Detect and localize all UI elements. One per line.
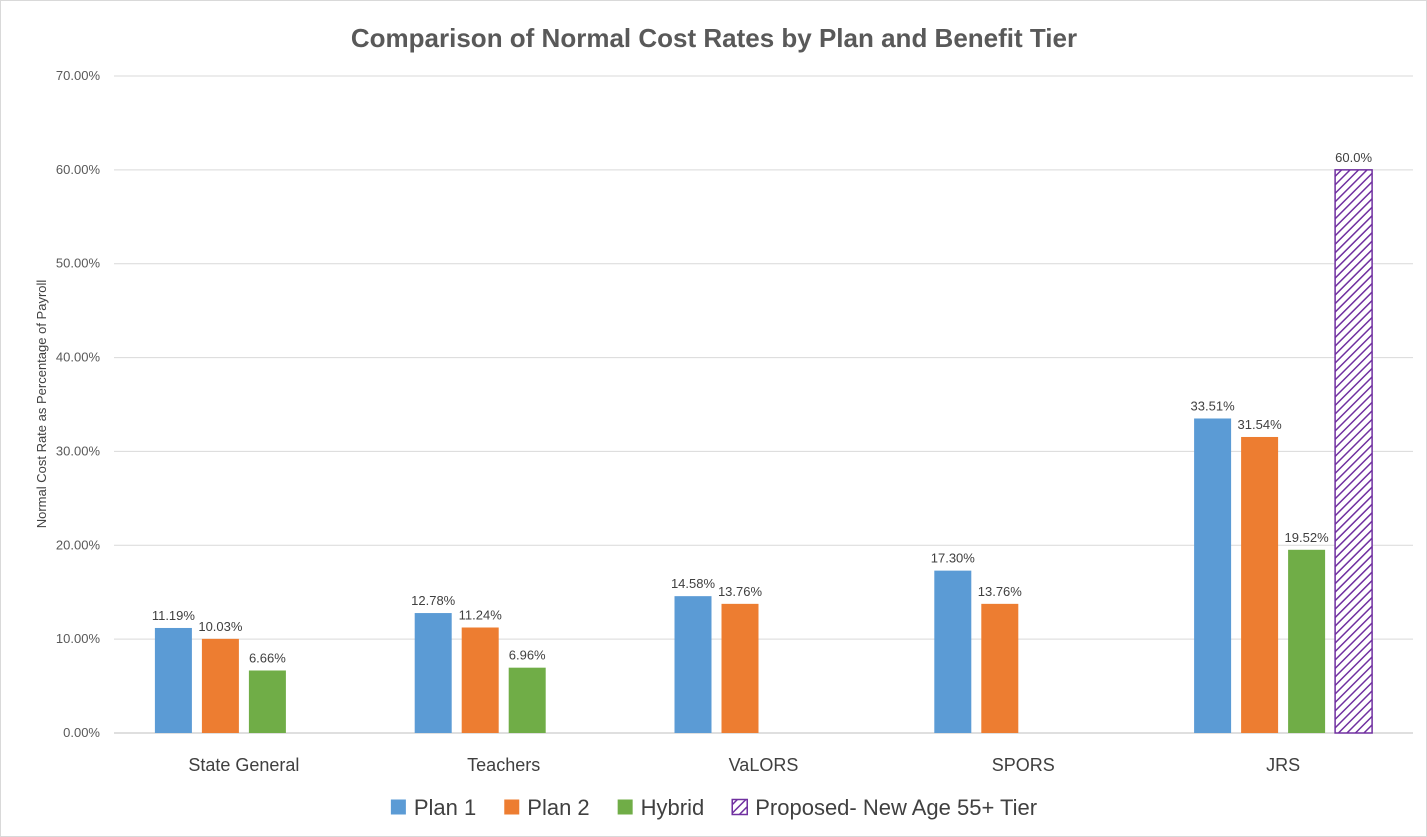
bar-plan-1-spors	[934, 570, 972, 733]
data-label: 33.51%	[1191, 398, 1236, 413]
data-label: 13.76%	[978, 584, 1023, 599]
bar-hybrid-jrs	[1288, 549, 1326, 733]
y-tick-label: 40.00%	[56, 350, 101, 365]
bar-plan-2-teachers	[461, 627, 499, 733]
x-tick-label: SPORS	[992, 755, 1055, 775]
data-labels: 11.19%10.03% 6.66% 12.78%11.24% 6.96% 14.58%…	[152, 150, 1373, 666]
x-tick-label: VaLORS	[729, 755, 799, 775]
y-tick-label: 70.00%	[56, 68, 101, 83]
legend-label: Hybrid	[641, 795, 705, 820]
data-label: 17.30%	[931, 551, 976, 566]
data-label: 19.52%	[1285, 530, 1330, 545]
bar-hybrid-teachers	[508, 667, 546, 733]
bar-plan-1-valors	[674, 596, 712, 733]
bar-plan-2-state-general	[201, 638, 239, 733]
bar-plan-1-teachers	[414, 613, 452, 733]
data-label: 13.76%	[718, 584, 763, 599]
legend-swatch	[731, 798, 748, 816]
data-label: 6.96%	[509, 648, 546, 663]
y-axis-label: Normal Cost Rate as Percentage of Payrol…	[34, 280, 49, 529]
bar-hybrid-state-general	[248, 670, 286, 733]
bar-plan-1-state-general	[154, 627, 192, 733]
y-tick-label: 0.00%	[63, 725, 100, 740]
x-tick-label: JRS	[1266, 755, 1300, 775]
x-tick-label: State General	[188, 755, 299, 775]
y-tick-label: 20.00%	[56, 537, 101, 552]
legend: Plan 1 Plan 2 Hybrid Proposed- New Age 55+ …	[390, 795, 1037, 820]
data-label: 11.24%	[459, 608, 503, 623]
legend-swatch	[390, 799, 406, 815]
x-tick-label: Teachers	[467, 755, 540, 775]
legend-swatch	[617, 799, 633, 815]
bar-plan-2-valors	[721, 603, 759, 733]
legend-label: Plan 1	[414, 795, 476, 820]
bar-plan-1-jrs	[1194, 418, 1232, 733]
y-tick-label: 50.00%	[56, 256, 101, 271]
bar-proposed-new-age-55-tier-jrs	[1334, 169, 1373, 734]
legend-swatch	[504, 799, 520, 815]
bar-plan-2-spors	[981, 603, 1019, 733]
data-label: 6.66%	[249, 650, 286, 665]
bars	[154, 169, 1373, 734]
x-axis-ticks: State General Teachers VaLORS SPORS JRS	[188, 755, 1300, 775]
bar-plan-2-jrs	[1241, 436, 1279, 733]
chart-title: Comparison of Normal Cost Rates by Plan …	[351, 23, 1077, 53]
y-tick-label: 60.00%	[56, 162, 101, 177]
y-axis-ticks: 0.00% 10.00% 20.00% 30.00% 40.00% 50.00% 60.00…	[56, 68, 101, 740]
data-label: 11.19%	[152, 608, 196, 623]
data-label: 12.78%	[411, 593, 456, 608]
y-tick-label: 10.00%	[56, 631, 101, 646]
legend-label: Plan 2	[527, 795, 589, 820]
data-label: 14.58%	[671, 576, 716, 591]
data-label: 10.03%	[198, 619, 243, 634]
data-label: 60.0%	[1335, 150, 1372, 165]
data-label: 31.54%	[1238, 417, 1283, 432]
legend-label: Proposed- New Age 55+ Tier	[755, 795, 1037, 820]
y-tick-label: 30.00%	[56, 443, 101, 458]
